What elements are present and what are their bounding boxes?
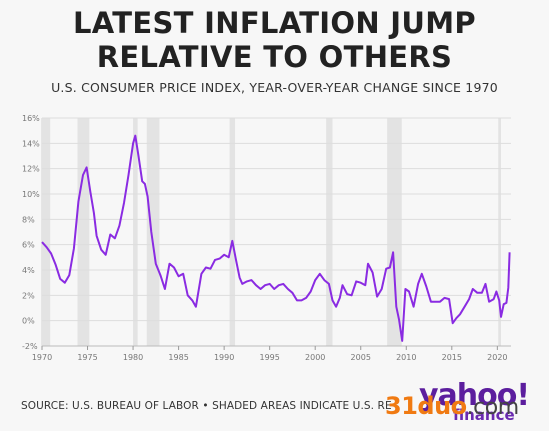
x-tick-label: 2015 xyxy=(442,353,462,362)
yahoo-finance-logo: yahoo! finance 31duo.com xyxy=(385,378,545,428)
watermark-suffix: .com xyxy=(466,395,519,420)
x-tick-label: 1985 xyxy=(168,353,188,362)
cpi-series-line xyxy=(41,134,511,342)
chart-subtitle: U.S. CONSUMER PRICE INDEX, YEAR-OVER-YEA… xyxy=(51,80,498,95)
recession-band xyxy=(41,118,51,346)
source-note: SOURCE: U.S. BUREAU OF LABOR • SHADED AR… xyxy=(21,400,391,412)
y-tick-label: -2% xyxy=(22,342,38,351)
x-tick-label: 1975 xyxy=(77,353,97,362)
y-tick-label: 12% xyxy=(22,165,40,174)
chart-title-line2: RELATIVE TO OTHERS xyxy=(96,40,453,74)
x-tick-label: 1970 xyxy=(32,353,52,362)
y-tick-label: 4% xyxy=(22,266,35,275)
y-tick-label: 16% xyxy=(22,114,40,123)
watermark-text: 31duo xyxy=(385,392,467,420)
recession-band xyxy=(133,118,138,346)
x-tick-label: 2010 xyxy=(396,353,416,362)
y-tick-label: 6% xyxy=(22,241,35,250)
y-tick-label: 0% xyxy=(22,317,35,326)
x-tick-label: 1980 xyxy=(123,353,143,362)
recession-band xyxy=(77,118,90,346)
y-tick-label: 8% xyxy=(22,215,35,224)
chart-title: LATEST INFLATION JUMP RELATIVE TO OTHERS xyxy=(0,6,549,74)
recession-band xyxy=(229,118,236,346)
x-tick-label: 2000 xyxy=(305,353,325,362)
yahoo-wordmark: yahoo! xyxy=(419,378,530,413)
x-tick-label: 2020 xyxy=(487,353,507,362)
chart-title-line1: LATEST INFLATION JUMP xyxy=(73,6,476,40)
y-tick-label: 10% xyxy=(22,190,40,199)
watermark: 31duo.com xyxy=(385,392,519,420)
recession-band xyxy=(387,118,402,346)
x-tick-label: 2005 xyxy=(351,353,371,362)
y-tick-label: 2% xyxy=(22,291,35,300)
x-tick-label: 1995 xyxy=(259,353,279,362)
y-tick-label: 14% xyxy=(22,139,40,148)
recession-band xyxy=(498,118,501,346)
finance-wordmark: finance xyxy=(453,406,515,424)
x-tick-label: 1990 xyxy=(214,353,234,362)
recession-band xyxy=(146,118,160,346)
recession-band xyxy=(326,118,333,346)
